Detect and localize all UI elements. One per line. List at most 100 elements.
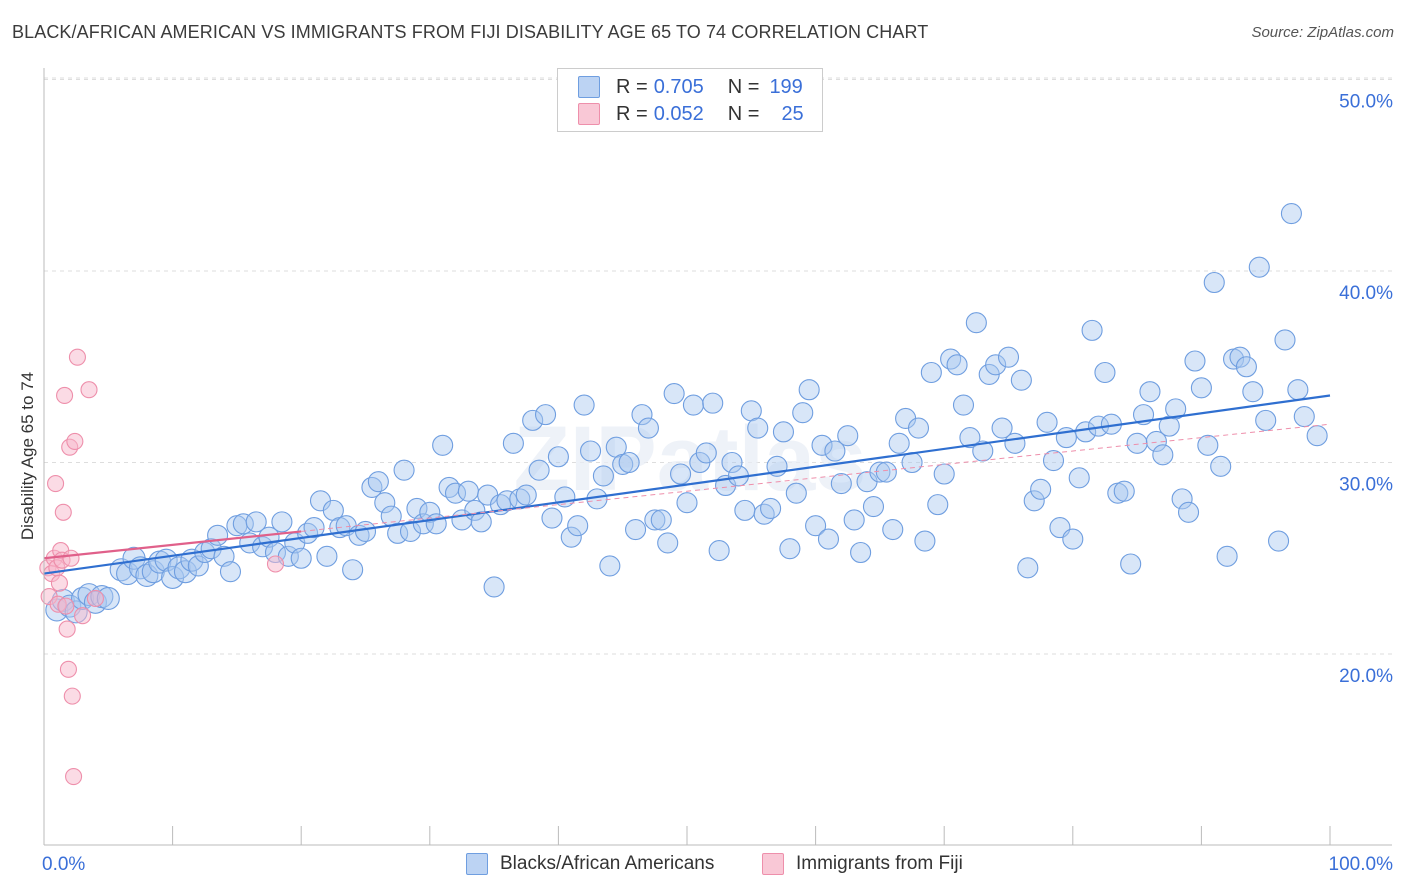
points-layer [39, 203, 1328, 786]
pink-point [266, 555, 285, 573]
blue-point [1036, 411, 1058, 433]
legend-row-blacks: R = 0.705 N = 199 [578, 75, 803, 99]
blue-point [1145, 430, 1167, 452]
trend-layer [43, 394, 1331, 575]
bottom-legend-swatch-pink [762, 853, 784, 875]
y-tick-label: 20.0% [1339, 666, 1393, 687]
pink-trend-extension [301, 423, 1331, 532]
blue-point [1242, 381, 1264, 403]
blue-point [599, 555, 621, 577]
blue-point [207, 524, 229, 546]
blue-point [882, 518, 904, 541]
blue-point [1203, 271, 1225, 294]
blue-point [1171, 488, 1193, 510]
pink-point [56, 386, 74, 405]
blue-point [1113, 480, 1135, 502]
x-tick-label: 0.0% [42, 854, 85, 875]
blue-point [850, 541, 872, 564]
blue-point [708, 540, 730, 562]
blue-point [843, 509, 865, 531]
blue-point [927, 494, 949, 516]
blue-point [1177, 501, 1200, 523]
blue-point [374, 492, 396, 514]
blue-point [592, 465, 614, 487]
blue-point [914, 530, 936, 552]
legend-row-fiji: R = 0.052 N = 25 [578, 102, 804, 126]
blue-point [367, 471, 389, 493]
blue-point [985, 354, 1007, 376]
blue-point [432, 434, 454, 456]
blue-point [1190, 377, 1212, 399]
blue-point [128, 556, 152, 580]
blue-point [644, 509, 666, 531]
pink-point [54, 503, 72, 521]
blue-point [1165, 398, 1187, 420]
blue-point [515, 484, 537, 506]
blue-point [997, 346, 1020, 368]
blue-point [811, 434, 833, 456]
blue-point [1216, 545, 1238, 567]
legend-n-label: N = [727, 102, 760, 125]
blue-point [1152, 444, 1174, 466]
blue-point [457, 480, 479, 502]
blue-point [1139, 381, 1161, 403]
blue-point [1306, 425, 1328, 447]
blue-point [1075, 421, 1097, 443]
blue-point [316, 545, 338, 567]
blue-point [219, 561, 242, 583]
blue-point [425, 513, 447, 535]
pink-point [65, 768, 83, 786]
blue-point [522, 409, 544, 431]
blue-point [933, 463, 955, 485]
blue-point [991, 417, 1013, 439]
blue-point [824, 440, 846, 462]
blue-point [167, 556, 191, 580]
blue-point [1094, 361, 1116, 384]
blue-point [393, 459, 415, 481]
blue-point [579, 440, 602, 462]
blue-point [650, 509, 672, 531]
pink-point [47, 475, 65, 493]
pink-point [68, 348, 86, 366]
blue-point [1004, 432, 1026, 454]
y-tick-label: 30.0% [1339, 475, 1393, 496]
stats-legend: R = 0.705 N = 199 R = 0.052 N = 25 [557, 68, 823, 132]
blue-point [187, 555, 209, 577]
blue-point [1274, 329, 1296, 351]
y-axis-label: Disability Age 65 to 74 [18, 372, 37, 540]
pink-point [63, 687, 81, 705]
blue-point [792, 402, 814, 424]
blue-point [1030, 478, 1052, 500]
blue-point [734, 499, 756, 521]
pink-point [57, 597, 75, 615]
legend-swatch-blue [578, 76, 600, 98]
blue-point [502, 432, 524, 454]
y-tick-label: 50.0% [1339, 92, 1393, 113]
blue-point [173, 560, 198, 584]
blue-point [875, 461, 897, 483]
blue-point [547, 446, 569, 468]
blue-point [342, 559, 364, 581]
legend-n-label: N = [727, 75, 760, 98]
blue-point [625, 518, 647, 541]
blue-point [959, 427, 981, 449]
legend-n-value: 199 [769, 75, 803, 98]
blue-point [695, 442, 717, 464]
blue-point [805, 515, 827, 537]
bottom-legend-fiji: Immigrants from Fiji [762, 852, 963, 876]
blue-point [907, 417, 930, 439]
blue-point [1023, 490, 1045, 512]
blue-point [1081, 319, 1103, 341]
blue-point [560, 526, 582, 548]
pink-point [86, 589, 104, 608]
blue-point [1268, 530, 1290, 552]
blue-point [702, 392, 724, 414]
y-tick-label: 40.0% [1339, 283, 1393, 304]
blue-point [888, 432, 910, 454]
blue-point [862, 495, 885, 518]
bottom-legend-swatch-blue [466, 853, 488, 875]
blue-point [573, 394, 595, 416]
legend-r-label: R = [616, 102, 648, 125]
pink-point [59, 660, 77, 678]
blue-point [670, 463, 692, 485]
